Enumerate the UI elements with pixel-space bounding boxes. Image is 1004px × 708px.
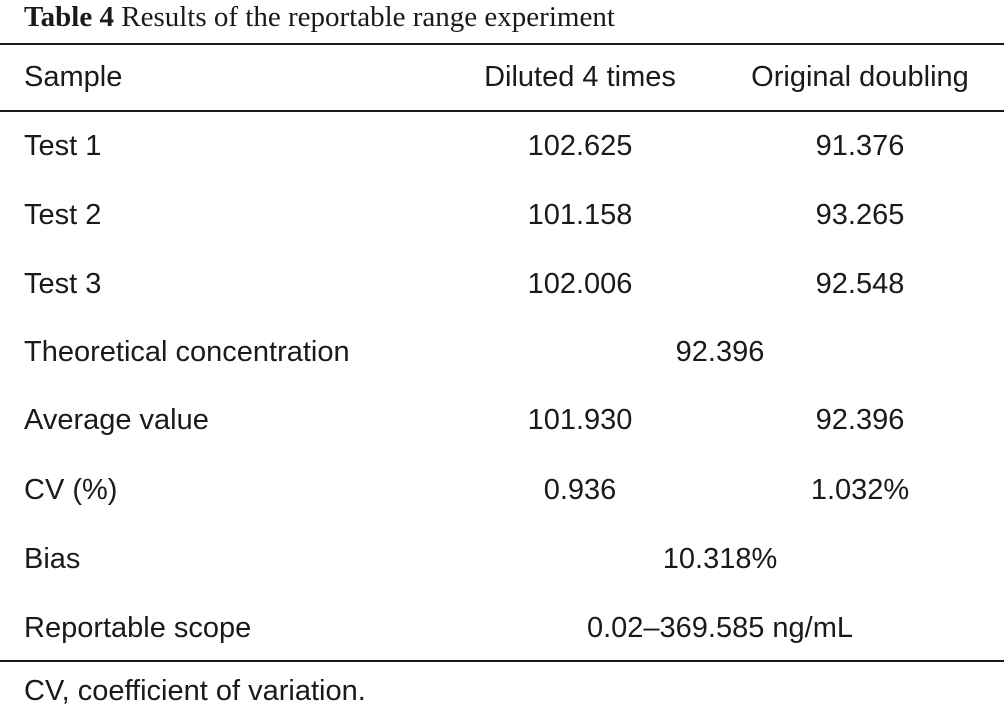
table-title: Results of the reportable range experime… [121, 1, 615, 33]
cell-merged: 10.318% [662, 543, 778, 575]
row-label: Test 2 [24, 199, 102, 231]
row-label: Bias [24, 543, 81, 575]
cell-original: 91.376 [815, 130, 905, 162]
row-label: Test 1 [24, 130, 102, 162]
row-label: Test 3 [24, 268, 102, 300]
cell-diluted: 101.158 [527, 199, 633, 231]
bottom-rule [0, 660, 1004, 662]
table-caption: Table 4 Results of the reportable range … [24, 0, 615, 34]
cell-original: 93.265 [815, 199, 905, 231]
cell-diluted: 102.625 [527, 130, 633, 162]
cell-diluted: 0.936 [543, 474, 617, 506]
cell-diluted: 102.006 [527, 268, 633, 300]
table-number: Table 4 [24, 1, 114, 33]
table-footnote: CV, coefficient of variation. [24, 675, 366, 707]
cell-merged: 0.02–369.585 ng/mL [586, 612, 854, 644]
cell-diluted: 101.930 [527, 404, 633, 436]
row-label: CV (%) [24, 474, 118, 506]
cell-merged: 92.396 [675, 336, 765, 368]
row-label: Average value [24, 404, 209, 436]
cell-original: 92.548 [815, 268, 905, 300]
row-label: Theoretical concentration [24, 336, 350, 368]
cell-original: 1.032% [810, 474, 910, 506]
cell-original: 92.396 [815, 404, 905, 436]
header-sample: Sample [24, 61, 123, 93]
header-diluted: Diluted 4 times [484, 61, 676, 93]
header-original: Original doubling [751, 61, 969, 93]
row-label: Reportable scope [24, 612, 252, 644]
top-rule [0, 43, 1004, 45]
header-rule [0, 110, 1004, 112]
